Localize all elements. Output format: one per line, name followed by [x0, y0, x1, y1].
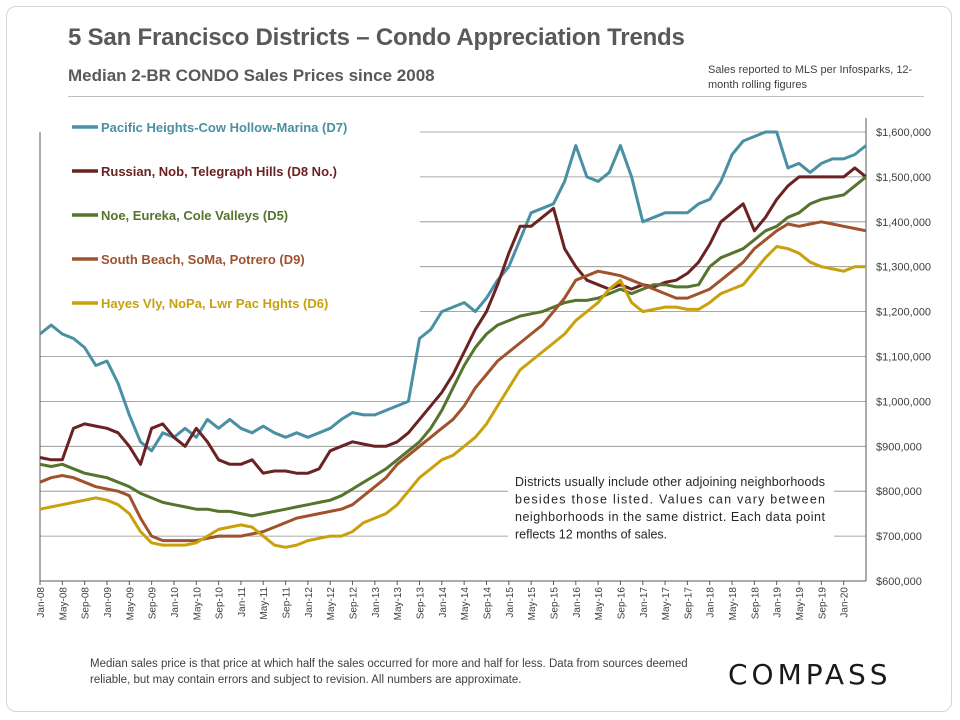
y-tick-label: $1,000,000 — [876, 396, 931, 408]
legend-label: Noe, Eureka, Cole Valleys (D5) — [101, 208, 288, 223]
annotation-text-line: reflects 12 months of sales. — [515, 528, 667, 542]
legend-label: Hayes Vly, NoPa, Lwr Pac Hghts (D6) — [101, 296, 328, 311]
x-tick-label: Jan-17 — [639, 587, 650, 618]
series-line — [39, 130, 867, 453]
x-tick-label: May-15 — [527, 587, 538, 621]
y-axis: $600,000 $700,000 $800,000 $900,000 $1,000,0… — [876, 127, 931, 588]
x-tick-label: May-13 — [393, 587, 404, 621]
x-tick-label: May-10 — [192, 587, 203, 621]
x-tick-label: Sep-14 — [482, 587, 493, 620]
x-tick-label: May-16 — [594, 587, 605, 621]
x-tick-label: Jan-20 — [840, 587, 851, 618]
x-tick-label: Sep-15 — [549, 587, 560, 620]
x-tick-label: Jan-15 — [505, 587, 516, 618]
x-tick-label: Sep-17 — [683, 587, 694, 620]
x-tick-label: Jan-13 — [371, 587, 382, 618]
series-line — [39, 245, 866, 549]
chart-title: 5 San Francisco Districts – Condo Apprec… — [68, 24, 685, 51]
brand-logo: COMPASS — [728, 658, 892, 691]
y-tick-label: $800,000 — [876, 486, 922, 498]
y-tick-label: $1,600,000 — [876, 127, 931, 139]
x-tick-label: May-09 — [125, 587, 136, 621]
legend-label: Russian, Nob, Telegraph Hills (D8 No.) — [101, 164, 337, 179]
legend-label: Pacific Heights-Cow Hollow-Marina (D7) — [101, 120, 347, 135]
legend-label: South Beach, SoMa, Potrero (D9) — [101, 252, 305, 267]
y-tick-label: $1,400,000 — [876, 217, 931, 229]
series-lines — [39, 130, 867, 549]
annotation-text-line: neighborhoods in the same district. Each… — [515, 510, 826, 524]
x-tick-label: May-19 — [795, 587, 806, 621]
series-line — [39, 166, 867, 475]
y-tick-label: $600,000 — [876, 576, 922, 588]
x-tick-label: Sep-08 — [81, 587, 92, 620]
x-tick-label: May-08 — [58, 587, 69, 621]
x-tick-label: Jan-19 — [773, 587, 784, 618]
x-tick-label: May-14 — [460, 587, 471, 621]
x-tick-label: May-11 — [259, 587, 270, 620]
x-tick-label: Jan-09 — [103, 587, 114, 618]
y-tick-label: $900,000 — [876, 441, 922, 453]
x-tick-label: Jan-12 — [304, 587, 315, 618]
title-divider — [68, 96, 924, 97]
x-tick-label: Sep-11 — [282, 587, 293, 619]
x-tick-label: May-18 — [728, 587, 739, 621]
x-tick-label: Sep-09 — [148, 587, 159, 620]
legend: Pacific Heights-Cow Hollow-Marina (D7) Ru… — [72, 120, 347, 311]
series-line — [39, 220, 867, 543]
annotation-text-line: Districts usually include other adjoinin… — [515, 475, 825, 489]
x-axis: Jan-08 May-08 Sep-08 Jan-09 May-09 Sep-09 Jan-… — [36, 118, 867, 621]
x-tick-label: Sep-16 — [616, 587, 627, 620]
footnote: Median sales price is that price at whic… — [90, 658, 688, 686]
annotation-text-line: besides those listed. Values can vary be… — [515, 493, 825, 507]
x-tick-label: May-12 — [326, 587, 337, 621]
chart-frame — [6, 6, 952, 712]
series-line — [39, 175, 867, 518]
annotation-box: Districts usually include other adjoinin… — [508, 466, 834, 548]
x-tick-label: Jan-11 — [237, 587, 248, 617]
y-tick-label: $700,000 — [876, 531, 922, 543]
chart-subtitle: Median 2-BR CONDO Sales Prices since 200… — [68, 66, 435, 85]
x-tick-label: Jan-14 — [438, 587, 449, 618]
annotation-background — [508, 466, 834, 548]
x-tick-label: Jan-08 — [36, 587, 47, 618]
x-tick-label: Sep-19 — [817, 587, 828, 620]
x-tick-label: Sep-18 — [750, 587, 761, 620]
y-tick-label: $1,200,000 — [876, 307, 931, 319]
x-tick-label: Sep-12 — [349, 587, 360, 620]
x-tick-label: Jan-18 — [706, 587, 717, 618]
source-note: Sales reported to MLS per Infosparks, 12… — [708, 64, 913, 91]
y-tick-label: $1,500,000 — [876, 172, 931, 184]
x-tick-label: Sep-10 — [215, 587, 226, 620]
x-tick-label: Sep-13 — [416, 587, 427, 620]
x-tick-label: Jan-16 — [572, 587, 583, 618]
y-tick-label: $1,300,000 — [876, 262, 931, 274]
y-tick-label: $1,100,000 — [876, 352, 931, 364]
x-tick-label: May-17 — [661, 587, 672, 621]
x-tick-label: Jan-10 — [170, 587, 181, 618]
